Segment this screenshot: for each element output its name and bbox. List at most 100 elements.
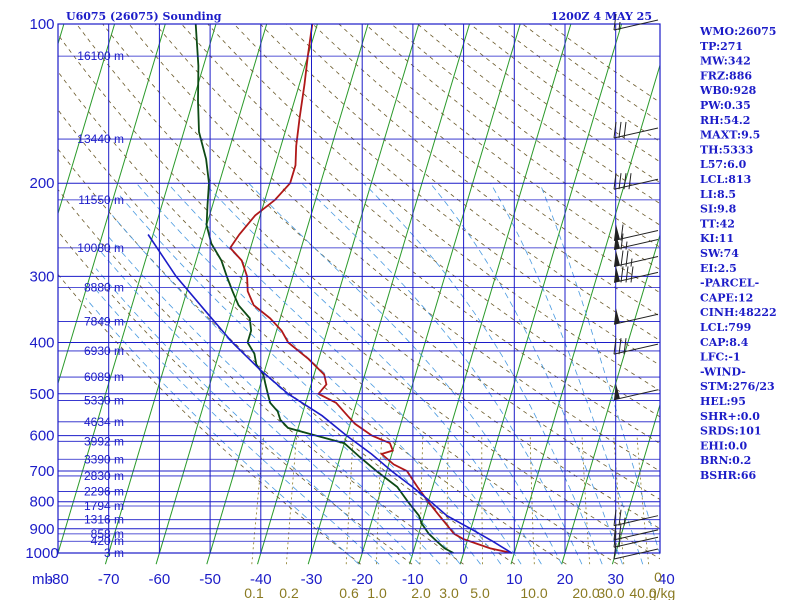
temperature-tick-label: -20 xyxy=(351,571,373,588)
index-entry: FRZ:886 xyxy=(700,69,752,82)
mixing-ratio-line xyxy=(345,435,354,565)
height-label: 11550 m xyxy=(78,193,124,207)
wind-barb-full xyxy=(620,266,624,283)
index-entry: WMO:26075 xyxy=(699,25,776,38)
wind-barb-full xyxy=(618,338,622,355)
moist-adiabat-line xyxy=(118,194,481,565)
wind-barb-staff xyxy=(613,536,659,548)
height-label: 858 m xyxy=(91,527,124,541)
wind-barb-staff xyxy=(613,313,659,325)
wind-barb-full xyxy=(620,233,624,250)
wind-barb-half xyxy=(630,258,633,267)
wind-barb xyxy=(613,224,659,241)
moist-adiabat-line xyxy=(85,298,360,565)
height-label: 2830 m xyxy=(84,469,124,483)
wind-barb-full xyxy=(613,173,617,190)
index-entry: L57:6.0 xyxy=(700,158,747,171)
wind-barb-full xyxy=(628,173,632,190)
temperature-tick-label: -30 xyxy=(301,571,323,588)
height-label: 420 m xyxy=(91,534,124,548)
index-entry: LI:8.5 xyxy=(700,188,736,201)
wind-barb-flag xyxy=(614,250,620,267)
wind-barb-full xyxy=(613,542,617,560)
wind-barb xyxy=(613,13,659,31)
dry-adiabat-line xyxy=(58,33,660,560)
index-entry: EI:2.5 xyxy=(700,262,737,275)
mixing-ratio-line xyxy=(286,435,298,565)
index-entry: TP:271 xyxy=(700,40,743,53)
wind-barb-full xyxy=(623,121,627,139)
wind-barb-full xyxy=(623,338,627,355)
wind-barb-full xyxy=(630,266,634,283)
wind-barb-flag xyxy=(614,224,620,241)
wind-barb-full xyxy=(618,173,622,190)
wind-barb xyxy=(613,523,659,541)
index-entry: EHI:0.0 xyxy=(700,439,747,452)
mixing-ratio-tick-label: 0.6 xyxy=(339,585,359,600)
dry-adiabat-line xyxy=(76,24,660,530)
wind-barb-half xyxy=(625,241,628,250)
height-label: 8880 m xyxy=(84,281,124,295)
mixing-ratio-tick-label: 5.0 xyxy=(470,585,490,600)
mixing-ratio-tick-label: 2.0 xyxy=(411,585,431,600)
sounding-time: 1200Z 4 MAY 25 xyxy=(551,10,652,23)
isotherm-line xyxy=(561,233,660,565)
pressure-tick-label: 500 xyxy=(29,386,54,403)
height-label: 6089 m xyxy=(84,370,124,384)
moist-adiabat-line xyxy=(429,182,623,565)
dry-adiabat-line xyxy=(364,24,660,248)
moist-adiabat-line xyxy=(204,182,542,565)
mixing-ratio-line xyxy=(581,435,591,565)
wind-barb-full xyxy=(613,523,617,540)
index-entry: MAXT:9.5 xyxy=(700,129,760,142)
temperature-tick-label: -60 xyxy=(149,571,171,588)
wind-barb-full xyxy=(618,523,622,540)
moist-adiabat-line xyxy=(248,182,563,565)
moist-adiabat-line xyxy=(106,234,441,565)
height-label: 3992 m xyxy=(84,434,124,448)
mixing-ratio-tick-label: 20.0 xyxy=(572,585,599,600)
wind-barb xyxy=(613,266,659,283)
dry-adiabat-line xyxy=(58,109,567,565)
index-entry: BRN:0.2 xyxy=(700,454,751,467)
index-entry: HEL:95 xyxy=(700,395,746,408)
height-label: 1794 m xyxy=(84,499,124,513)
index-entry: TH:5333 xyxy=(700,143,753,156)
wind-barb-half xyxy=(618,21,621,31)
pressure-tick-label: 900 xyxy=(29,521,54,538)
isotherm-line xyxy=(58,24,116,216)
wind-barb-full xyxy=(623,173,627,190)
mixing-ratio-tick-label: 3.0 xyxy=(439,585,459,600)
wind-barb-staff xyxy=(613,529,659,541)
mixing-ratio-line xyxy=(529,435,535,565)
moist-adiabat-line xyxy=(90,283,380,565)
moist-adiabat-line xyxy=(112,215,461,565)
moist-adiabat-line xyxy=(95,268,400,565)
dry-adiabat-line xyxy=(181,24,660,418)
isotherm-line xyxy=(459,24,623,565)
parcel-series-line xyxy=(147,234,513,554)
pressure-tick-label: 700 xyxy=(29,463,54,480)
index-entry: PW:0.35 xyxy=(700,99,751,112)
index-entry: CAP:8.4 xyxy=(700,336,749,349)
height-label: 7849 m xyxy=(84,314,124,328)
pressure-unit-label: mb xyxy=(32,571,53,588)
index-entry: LCL:799 xyxy=(700,321,751,334)
dry-adiabat-line xyxy=(58,230,413,565)
wind-barb-full xyxy=(613,121,617,139)
isotherm-line xyxy=(409,24,572,565)
index-entry: RH:54.2 xyxy=(700,114,750,127)
index-entry: -WIND- xyxy=(700,365,746,378)
isotherm-line xyxy=(206,24,369,565)
dry-adiabat-line xyxy=(154,24,660,445)
height-label: 3390 m xyxy=(84,452,124,466)
pressure-tick-label: 100 xyxy=(29,16,54,33)
isotherm-line xyxy=(307,24,471,565)
index-entry: MW:342 xyxy=(700,55,751,68)
height-label: 13440 m xyxy=(77,132,124,146)
index-entry: -PARCEL- xyxy=(700,277,759,290)
height-label: 16100 m xyxy=(77,49,124,63)
mixing-ratio-line xyxy=(446,435,449,565)
isotherm-line xyxy=(58,24,217,555)
